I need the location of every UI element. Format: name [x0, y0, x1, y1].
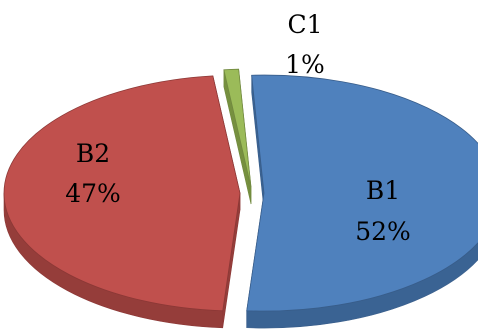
slice-label-c1: C1 — [287, 10, 322, 39]
slice-b1 — [246, 74, 478, 312]
slice-label-b2: B2 — [76, 139, 110, 168]
slice-value-b2: 47% — [65, 179, 121, 208]
slice-b2 — [3, 75, 241, 312]
slice-label-b1: B1 — [366, 176, 400, 205]
slice-value-b1: 52% — [355, 217, 411, 246]
slice-value-c1: 1% — [285, 50, 325, 79]
pie-top-layer — [3, 68, 478, 312]
slice-c1 — [223, 68, 252, 188]
pie-labels-layer: B1 52% B2 47% C1 1% — [65, 10, 411, 246]
